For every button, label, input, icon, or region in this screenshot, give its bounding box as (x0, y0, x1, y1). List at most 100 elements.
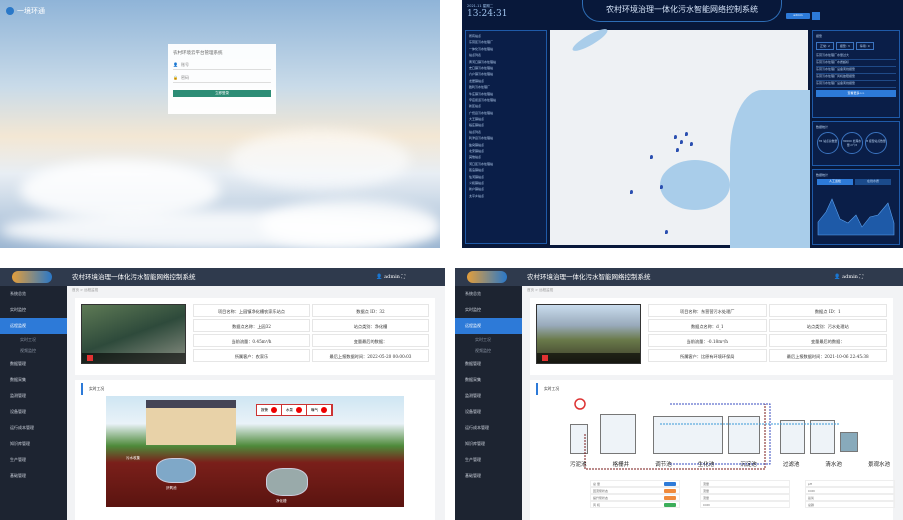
process-label: 生化池 (697, 462, 715, 468)
tree-item[interactable]: 辛店街道污水处理站 (469, 97, 497, 102)
password-input[interactable]: 🔒 密码 (173, 75, 271, 83)
sidebar-item[interactable]: 数据管理 (10, 361, 26, 366)
sidebar-item[interactable]: 数据采集 (10, 377, 26, 382)
alarm-message[interactable]: 东营污水处理厂设备离线报警 (816, 81, 896, 88)
logo (12, 271, 52, 283)
tree-item[interactable]: 六户镇污水处理站 (469, 72, 494, 77)
tree-item[interactable]: 站点列表 (469, 53, 482, 58)
record-icon[interactable] (87, 355, 93, 361)
tree-item[interactable]: 盐窝镇站点 (469, 142, 485, 147)
status-badge (664, 482, 676, 486)
info-cell: 当前流量：0.45m³/h (193, 334, 310, 347)
normal-chip[interactable]: 正常: 2 (816, 42, 834, 50)
sidebar-item[interactable]: 基础管理 (465, 473, 481, 478)
tree-item[interactable]: 稻庄镇站点 (469, 123, 485, 128)
tree-item[interactable]: 北宋镇站点 (469, 149, 485, 154)
tree-item[interactable]: 太平乡站点 (469, 193, 485, 198)
alarm-chip[interactable]: 报警: 3 (835, 42, 854, 50)
station-info-card: 项目名称：东营营污水处理厂 数据点 ID：1 数据点名称：d_1 站点类别：污水处理站… (530, 298, 893, 375)
sidebar: 系统总览实时监控远程监视实时工况视频监控数据管理数据采集监测管理设备管理运行成本… (0, 286, 67, 520)
stats-panel: 数据统计 35 站点总数量 30000 处理水量 m³/d8 报警站点数量 (812, 121, 900, 166)
sidebar-item[interactable]: 知识库管理 (465, 441, 485, 446)
tree-item[interactable]: 新户镇站点 (469, 187, 485, 192)
tree-item[interactable]: 胜利污水处理厂 (469, 85, 491, 90)
sidebar-item[interactable]: 远程监视 (455, 318, 522, 334)
username-input[interactable]: 👤 账号 (173, 62, 271, 70)
tree-item[interactable]: 黄河口镇污水处理站 (469, 59, 497, 64)
status-badge (664, 496, 676, 500)
process-label: 污泥池 (570, 462, 587, 468)
sidebar-item[interactable]: 监测管理 (10, 393, 26, 398)
sidebar-item[interactable]: 数据采集 (465, 377, 481, 382)
sidebar-item[interactable]: 实时工况 (475, 337, 491, 342)
tree-item[interactable]: 史口镇污水处理站 (469, 65, 494, 70)
area-chart (817, 198, 895, 236)
sidebar-item[interactable]: 实时监控 (465, 307, 481, 312)
video-feed[interactable] (536, 304, 641, 364)
sidebar-item[interactable]: 运行成本管理 (465, 425, 489, 430)
stat-circle: 30000 处理水量 m³/d (841, 132, 863, 154)
app-title: 农村环境治理一体化污水智能网络控制系统 (527, 273, 651, 281)
sidebar-item[interactable]: 视频监控 (475, 348, 491, 353)
info-cell: 最后上报数据时间：2021-10-06 22:45:38 (768, 349, 887, 362)
tree-item[interactable]: 利津县污水处理站 (469, 136, 494, 141)
tab-online[interactable]: 在线水质 (855, 179, 891, 185)
tree-item[interactable]: 其他站点 (469, 155, 482, 160)
sidebar-item[interactable]: 系统总览 (10, 291, 26, 296)
info-cell: 所属客户：农家乐 (193, 349, 310, 362)
clock: 2021-11 星期二 13:24:31 (467, 4, 508, 19)
sidebar-item[interactable]: 设备管理 (10, 409, 26, 414)
sidebar: 系统总览实时监控远程监视实时工况视频监控数据管理数据采集监测管理设备管理运行成本… (455, 286, 522, 520)
tree-item[interactable]: 义和镇站点 (469, 180, 485, 185)
tree-item[interactable]: 河口区污水处理站 (469, 161, 494, 166)
section-title: 实时工况 (536, 383, 887, 395)
login-form: 农村环境云平台管理系统 👤 账号 🔒 密码 立即登录 (168, 44, 276, 114)
sidebar-item[interactable]: 设备管理 (465, 409, 481, 414)
tree-item[interactable]: 牛庄镇污水处理站 (469, 91, 494, 96)
tree-item[interactable]: 大王镇站点 (469, 117, 485, 122)
tree-item[interactable]: 一体化污水处理站 (469, 46, 494, 51)
video-feed[interactable] (81, 304, 186, 364)
tree-item[interactable]: 仙河镇站点 (469, 174, 485, 179)
tree-item[interactable]: 所有站点 (469, 34, 482, 38)
sidebar-item[interactable]: 远程监视 (0, 318, 67, 334)
more-button[interactable]: 查看更多>> (816, 90, 896, 97)
process-panel: 实时工况 污泥池 格栅井 调节池 生化池 沉淀池 过滤池 清水池 景观水池 总 量回流泵状态提… (530, 380, 895, 520)
process-label: 调节池 (655, 462, 672, 468)
sidebar-item[interactable]: 生产管理 (10, 457, 26, 462)
tree-item[interactable]: 东营区污水处理厂 (469, 40, 494, 45)
tree-item[interactable]: 新区站点 (469, 104, 482, 109)
disabled-chip[interactable]: 停用: 0 (855, 42, 874, 50)
house-illustration (146, 400, 236, 445)
tree-item[interactable]: 龙居镇站点 (469, 78, 485, 83)
sidebar-item[interactable]: 数据管理 (465, 361, 481, 366)
tree-item[interactable]: 站点列表 (469, 129, 482, 134)
alarm-message[interactable]: 东营污水处理厂水质超标 (816, 60, 896, 67)
tree-item[interactable]: 孤岛镇站点 (469, 168, 485, 173)
login-button[interactable]: 立即登录 (173, 90, 271, 97)
tab-manual[interactable]: 人工巡检 (817, 179, 853, 185)
record-icon[interactable] (542, 355, 548, 361)
tree-item[interactable]: 广饶县污水处理站 (469, 110, 494, 115)
sidebar-item[interactable]: 视频监控 (20, 348, 36, 353)
sidebar-item[interactable]: 运行成本管理 (10, 425, 34, 430)
sidebar-item[interactable]: 生产管理 (465, 457, 481, 462)
process-label: 景观水池 (867, 462, 890, 468)
user-menu[interactable]: 👤 admin ⛶ (834, 274, 863, 280)
user-button[interactable]: admin (786, 13, 810, 19)
alarm-message[interactable]: 东营污水处理厂风机故障报警 (816, 74, 896, 81)
sidebar-item[interactable]: 监测管理 (465, 393, 481, 398)
process-panel: 实时工况 报警 水泵 曝气 污水收集 厌氧池 净化槽 (75, 380, 435, 520)
alarm-message[interactable]: 东营污水处理厂设备离线报警 (816, 67, 896, 74)
sidebar-item[interactable]: 实时监控 (10, 307, 26, 312)
info-cell: 变量最后的数据： (768, 334, 887, 347)
fullscreen-button[interactable] (812, 12, 820, 20)
sidebar-item[interactable]: 实时工况 (20, 337, 36, 342)
user-menu[interactable]: 👤 admin ⛶ (376, 274, 405, 280)
sidebar-item[interactable]: 基础管理 (10, 473, 26, 478)
sidebar-item[interactable]: 系统总览 (465, 291, 481, 296)
map[interactable] (550, 25, 810, 248)
process-label: 格栅井 (612, 462, 630, 468)
alarm-message[interactable]: 东营污水处理厂水量过大 (816, 53, 896, 60)
sidebar-item[interactable]: 知识库管理 (10, 441, 30, 446)
